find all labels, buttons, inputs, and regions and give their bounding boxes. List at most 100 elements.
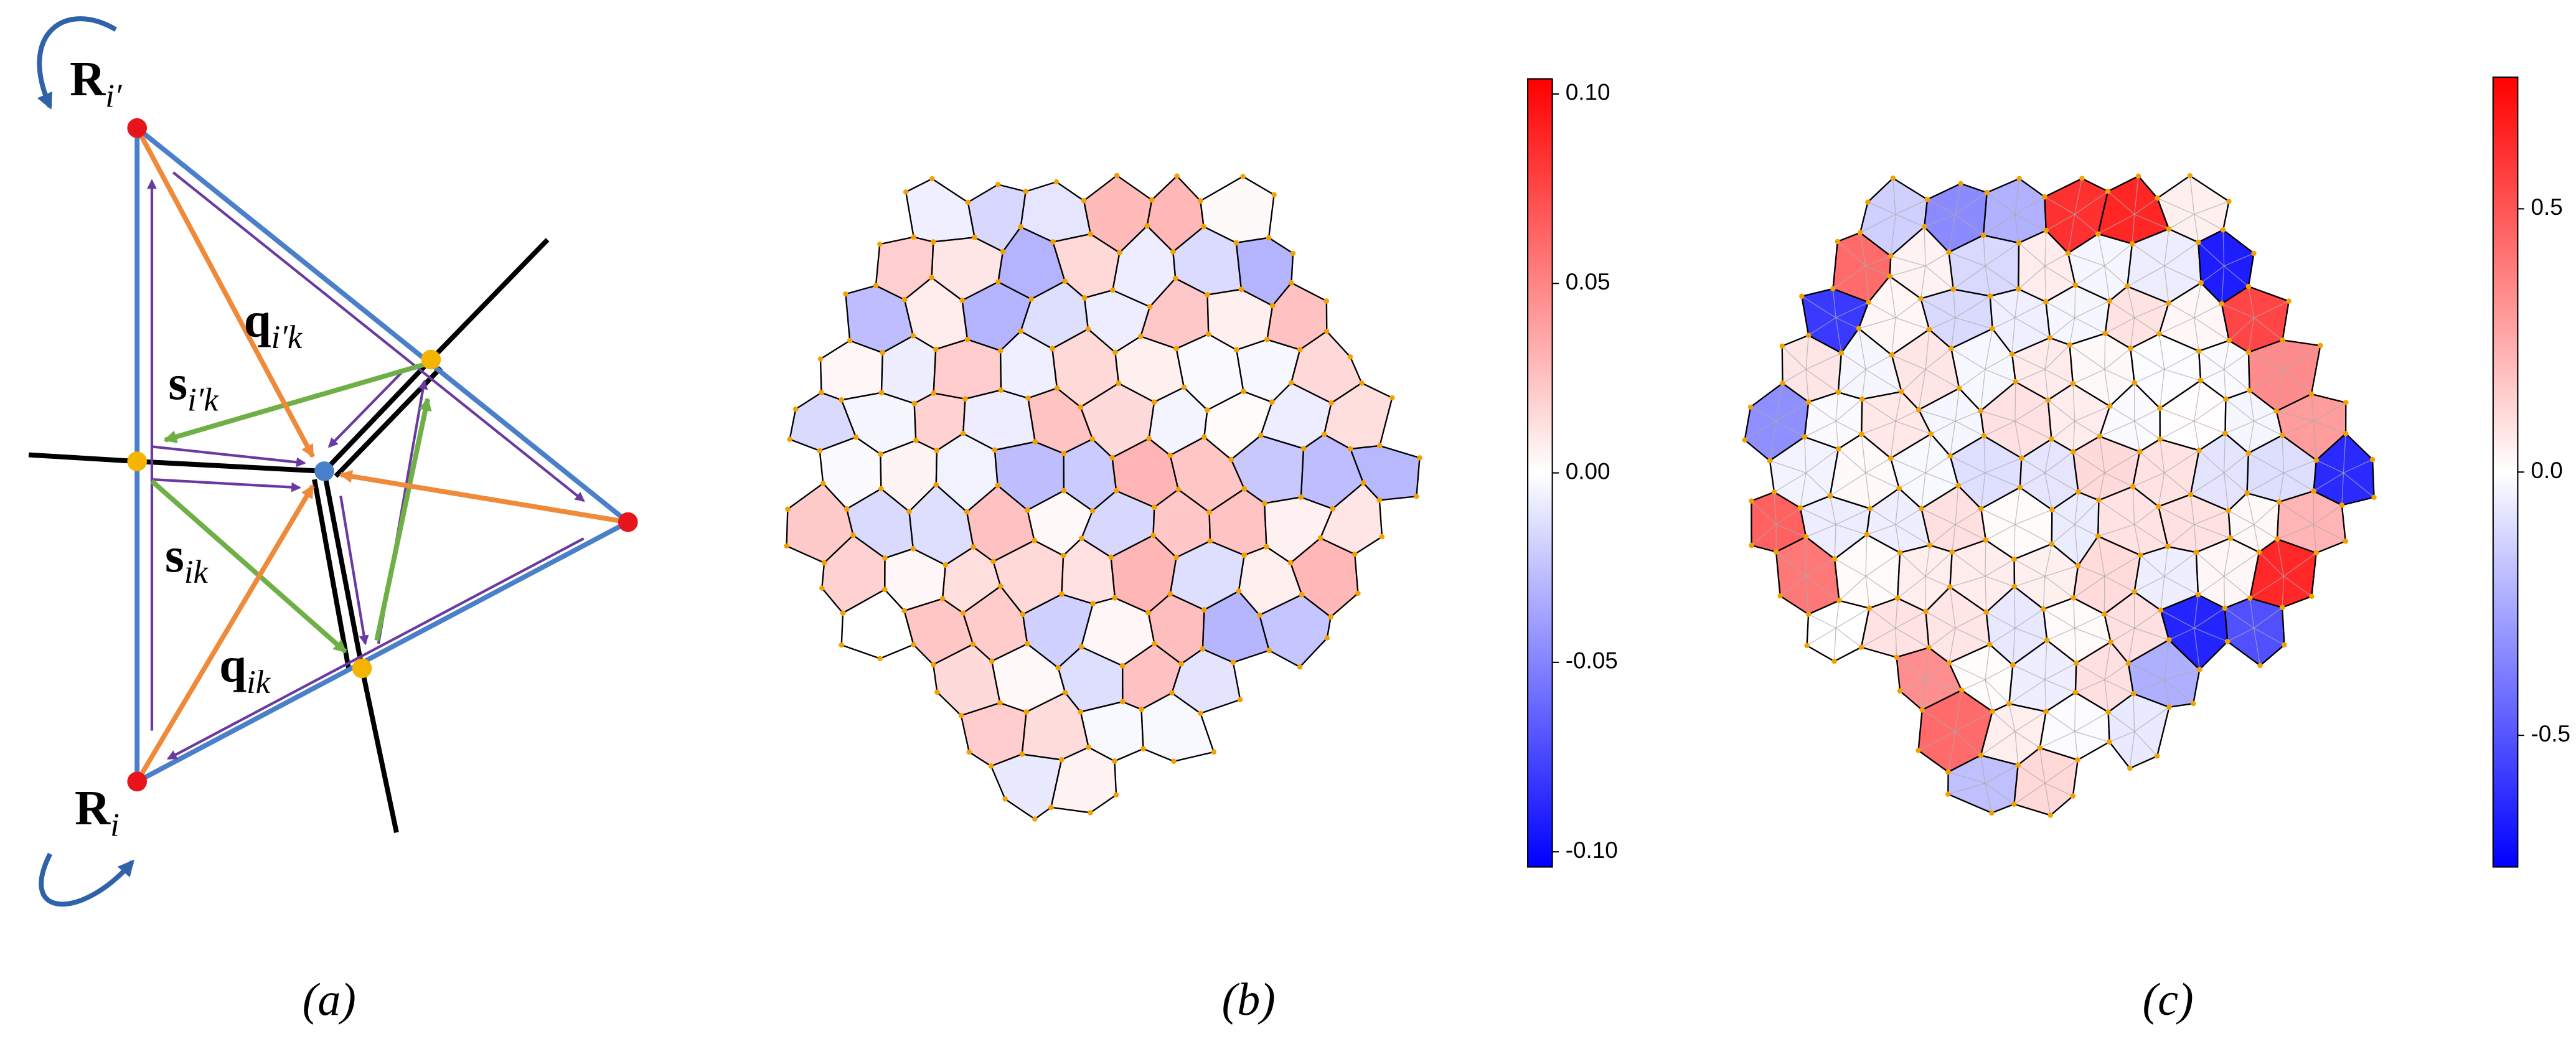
vertex xyxy=(1916,407,1922,413)
panel-a: Ri′ qi′k si′k sik qik Ri (a) xyxy=(28,16,638,1025)
vertex xyxy=(882,586,888,593)
vertex xyxy=(2041,606,2046,612)
vertex xyxy=(1946,660,1952,666)
triangulation-line xyxy=(1808,614,1836,629)
triangulation-line xyxy=(2110,628,2135,643)
vertex xyxy=(1152,641,1157,647)
triangulation-line xyxy=(2282,435,2285,473)
triangulation-line xyxy=(2198,576,2224,595)
triangulation-line xyxy=(2014,509,2052,525)
triangulation-line xyxy=(2051,420,2075,440)
vertex xyxy=(901,297,908,303)
triangulation-line xyxy=(1985,354,2013,370)
triangulation-line xyxy=(2074,731,2079,760)
vertex xyxy=(1108,554,1114,560)
vertex xyxy=(2127,765,2133,771)
triangulation-line xyxy=(2224,352,2249,370)
triangulation-line xyxy=(2014,731,2019,765)
vertex xyxy=(1262,501,1267,506)
vertex xyxy=(2019,455,2024,461)
vertex xyxy=(2308,391,2315,397)
vertex xyxy=(1032,537,1037,544)
vertex xyxy=(2016,176,2022,182)
triangulation-line xyxy=(1918,369,1926,410)
nodes xyxy=(127,118,638,792)
triangulation-line xyxy=(1751,524,1777,546)
vertex xyxy=(1241,552,1248,558)
vertex xyxy=(2102,331,2108,336)
triangulation-line xyxy=(2097,233,2105,266)
vertex xyxy=(2225,639,2230,644)
vertex xyxy=(1379,534,1385,540)
triangulation-line xyxy=(1925,647,1930,680)
triangulation-line xyxy=(2164,639,2169,680)
vertex xyxy=(1990,326,1995,332)
triangulation-line xyxy=(1835,628,1862,648)
triangulation-line xyxy=(1895,508,1922,525)
vertex xyxy=(1983,537,1989,543)
vertex xyxy=(2226,337,2232,344)
vertex xyxy=(1835,446,1841,452)
vertex xyxy=(1086,745,1091,750)
triangulation-line xyxy=(1835,398,1863,421)
vertex xyxy=(1928,431,1934,437)
arrow xyxy=(339,469,629,525)
vertex xyxy=(988,763,994,769)
caption: (a) xyxy=(303,974,356,1025)
colorbar xyxy=(2492,76,2519,868)
triangulation-line xyxy=(1955,214,1984,236)
triangulation-line xyxy=(2311,393,2315,421)
triangulation-line xyxy=(2044,253,2069,266)
vertex xyxy=(1198,710,1203,717)
triangulation-line xyxy=(1805,335,1809,370)
vertex xyxy=(2286,298,2292,304)
vertex xyxy=(1321,431,1327,437)
triangulation-line xyxy=(1925,348,1952,370)
triangulation-line xyxy=(2223,369,2227,400)
vertex xyxy=(1114,172,1120,179)
vertex xyxy=(2166,704,2172,710)
vertex xyxy=(960,610,966,616)
triangulation-line xyxy=(2313,504,2343,525)
vertex xyxy=(911,642,916,647)
vertex xyxy=(1171,758,1177,765)
vertex xyxy=(1170,249,1176,255)
vertex xyxy=(1264,544,1269,550)
vertex xyxy=(1830,286,1836,291)
triangulation-line xyxy=(2072,421,2075,452)
triangulation-line xyxy=(2069,318,2075,346)
triangulation-line xyxy=(1868,301,1896,318)
triangulation-line xyxy=(2074,317,2106,334)
vertex xyxy=(965,199,971,205)
triangulation-line xyxy=(2132,472,2165,487)
vertex xyxy=(1117,250,1122,256)
vertex xyxy=(1020,611,1026,617)
vertex xyxy=(962,396,968,402)
triangulation-line xyxy=(2283,552,2317,577)
triangulation-line xyxy=(1895,628,1929,648)
vertex xyxy=(2130,484,2136,489)
colorbar-tick-label: -0.05 xyxy=(1566,648,1618,674)
triangulation-line xyxy=(2074,712,2109,732)
triangulation-line xyxy=(1775,507,1801,525)
triangulation-line xyxy=(1837,241,1866,266)
vertex xyxy=(1201,607,1207,613)
triangulation-line xyxy=(2044,451,2074,474)
triangulation-line xyxy=(2164,679,2170,707)
triangulation-line xyxy=(2164,669,2200,680)
triangulation-line xyxy=(2014,421,2023,458)
vertex xyxy=(2155,195,2160,201)
triangulation-line xyxy=(2043,608,2075,629)
triangulation-line xyxy=(2078,473,2105,492)
arrow xyxy=(339,496,369,646)
triangulation-line xyxy=(1865,534,1868,577)
triangulation-line xyxy=(2168,628,2194,641)
vertex xyxy=(840,610,846,616)
triangulation-line xyxy=(1985,369,2016,382)
vertex xyxy=(2222,430,2228,436)
triangulation-line xyxy=(1920,298,1956,318)
vertex xyxy=(2043,227,2049,233)
vertex xyxy=(1359,380,1365,386)
vertex xyxy=(997,700,1003,706)
vertex xyxy=(934,689,940,695)
